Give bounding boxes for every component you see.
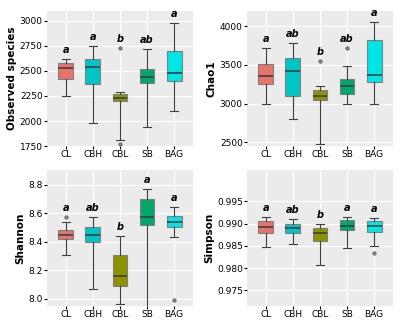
Text: a: a (62, 45, 69, 55)
FancyBboxPatch shape (340, 79, 354, 94)
FancyBboxPatch shape (58, 230, 73, 239)
FancyBboxPatch shape (312, 90, 328, 100)
FancyBboxPatch shape (312, 228, 328, 241)
FancyBboxPatch shape (367, 221, 382, 232)
Text: b: b (116, 222, 124, 232)
Text: b: b (116, 34, 124, 44)
Text: a: a (171, 193, 177, 203)
Y-axis label: Shannon: Shannon (16, 213, 26, 264)
FancyBboxPatch shape (340, 220, 354, 230)
FancyBboxPatch shape (167, 51, 182, 81)
Y-axis label: Observed species: Observed species (7, 27, 17, 130)
FancyBboxPatch shape (258, 221, 273, 233)
FancyBboxPatch shape (258, 64, 273, 84)
Text: ab: ab (140, 35, 154, 45)
Text: ab: ab (340, 34, 354, 44)
Text: ab: ab (286, 205, 300, 215)
FancyBboxPatch shape (140, 199, 154, 225)
Text: a: a (262, 203, 269, 213)
Y-axis label: Simpson: Simpson (204, 213, 214, 263)
Text: a: a (144, 175, 150, 185)
FancyBboxPatch shape (112, 94, 127, 101)
FancyBboxPatch shape (367, 40, 382, 82)
FancyBboxPatch shape (86, 228, 100, 242)
Text: b: b (316, 210, 324, 220)
FancyBboxPatch shape (86, 59, 100, 84)
FancyBboxPatch shape (112, 255, 127, 286)
Text: ab: ab (286, 29, 300, 39)
Y-axis label: Chao1: Chao1 (207, 60, 217, 96)
FancyBboxPatch shape (286, 224, 300, 233)
Text: a: a (90, 32, 96, 42)
Text: a: a (371, 8, 378, 18)
FancyBboxPatch shape (140, 69, 154, 83)
FancyBboxPatch shape (286, 58, 300, 96)
FancyBboxPatch shape (167, 216, 182, 228)
Text: a: a (171, 8, 177, 19)
Text: a: a (62, 203, 69, 214)
Text: b: b (316, 47, 324, 57)
FancyBboxPatch shape (58, 63, 73, 79)
Text: a: a (344, 203, 350, 213)
Text: a: a (371, 204, 378, 214)
Text: ab: ab (86, 203, 100, 214)
Text: a: a (262, 34, 269, 44)
